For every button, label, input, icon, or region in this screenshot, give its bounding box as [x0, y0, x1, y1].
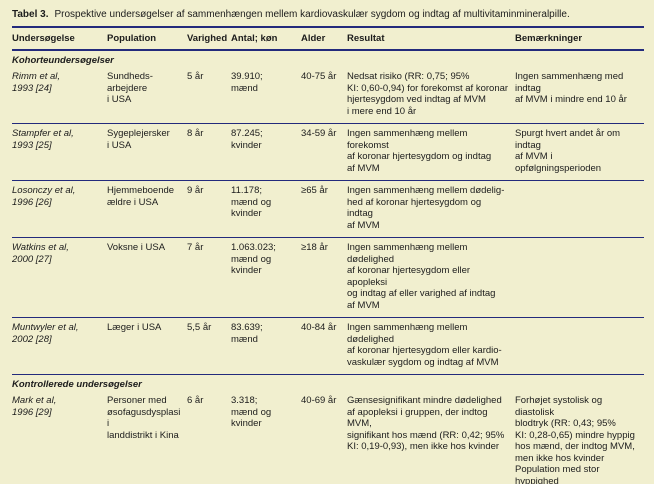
age-cell: 40-75 år [301, 71, 337, 82]
age-cell: ≥18 år [301, 242, 328, 253]
table-row: Stampfer et al, 1993 [25] Sygeplejersker … [12, 124, 644, 181]
study-cell: Losonczy et al, 1996 [26] [12, 185, 76, 208]
population-cell: Personer med øsofagusdysplasi i landdist… [107, 395, 181, 441]
remarks-cell: Spurgt hvert andet år om indtag af MVM i… [515, 128, 621, 174]
duration-cell: 8 år [187, 128, 204, 139]
duration-cell: 7 år [187, 242, 204, 253]
population-cell: Sundheds- arbejdere i USA [107, 71, 153, 105]
population-cell: Læger i USA [107, 322, 162, 333]
count-sex-cell: 3.318; mænd og kvinder [231, 395, 272, 429]
study-cell: Rimm et al, 1993 [24] [12, 71, 61, 94]
count-sex-cell: 39.910; mænd [231, 71, 263, 94]
table-header-row: Undersøgelse Population Varighed Antal; … [12, 28, 644, 49]
count-sex-cell: 11.178; mænd og kvinder [231, 185, 272, 219]
duration-cell: 5,5 år [187, 322, 212, 333]
study-cell: Muntwyler et al, 2002 [28] [12, 322, 79, 345]
duration-cell: 9 år [187, 185, 204, 196]
result-cell: Nedsat risiko (RR: 0,75; 95% KI: 0,60-0,… [347, 71, 509, 117]
remarks-cell: Forhøjet systolisk og diastolisk blodtry… [515, 395, 635, 484]
section-header: Kontrollerede undersøgelser [12, 379, 142, 390]
remarks-cell [515, 322, 644, 368]
rule-header-bottom [12, 49, 644, 51]
duration-cell: 5 år [187, 71, 204, 82]
population-cell: Sygeplejersker i USA [107, 128, 170, 151]
table-row: Mark et al, 1996 [29] Personer med øsofag… [12, 391, 644, 484]
result-cell: Ingen sammenhæng mellem dødelighed af ko… [347, 242, 496, 311]
table-row: Watkins et al, 2000 [27] Voksne i USA 7 år… [12, 238, 644, 318]
table-row: Muntwyler et al, 2002 [28] Læger i USA 5,5… [12, 318, 644, 375]
population-cell: Voksne i USA [107, 242, 166, 253]
duration-cell: 6 år [187, 395, 204, 406]
rule-top [12, 26, 644, 28]
column-header-resultat: Resultat [347, 33, 385, 44]
count-sex-cell: 87.245; kvinder [231, 128, 263, 151]
table-row: Rimm et al, 1993 [24] Sundheds- arbejdere… [12, 67, 644, 124]
column-header-undersogelse: Undersøgelse [12, 33, 75, 44]
result-cell: Ingen sammenhæng mellem dødelighed af ko… [347, 322, 502, 368]
age-cell: ≥65 år [301, 185, 328, 196]
age-cell: 34-59 år [301, 128, 337, 139]
study-cell: Stampfer et al, 1993 [25] [12, 128, 74, 151]
age-cell: 40-69 år [301, 395, 337, 406]
remarks-cell [515, 242, 644, 311]
section-header: Kohorteundersøgelser [12, 55, 114, 66]
age-cell: 40-84 år [301, 322, 337, 333]
remarks-cell [515, 185, 644, 231]
column-header-antal-kon: Antal; køn [231, 33, 278, 44]
column-header-alder: Alder [301, 33, 326, 44]
column-header-varighed: Varighed [187, 33, 228, 44]
table-number-label: Tabel 3. [12, 9, 49, 20]
result-cell: Ingen sammenhæng mellem forekomst af kor… [347, 128, 492, 174]
count-sex-cell: 1.063.023; mænd og kvinder [231, 242, 276, 276]
study-cell: Mark et al, 1996 [29] [12, 395, 57, 418]
population-cell: Hjemmeboende ældre i USA [107, 185, 175, 208]
table-title: Tabel 3. Prospektive undersøgelser af sam… [12, 8, 644, 26]
column-header-population: Population [107, 33, 157, 44]
table-row: Losonczy et al, 1996 [26] Hjemmeboende æl… [12, 181, 644, 238]
table-body: Kohorteundersøgelser Rimm et al, 1993 [24… [12, 51, 644, 484]
result-cell: Gænsesignifikant mindre dødelighed af ap… [347, 395, 505, 452]
remarks-cell: Ingen sammenhæng med indtag af MVM i min… [515, 71, 627, 105]
count-sex-cell: 83.639; mænd [231, 322, 263, 345]
study-cell: Watkins et al, 2000 [27] [12, 242, 69, 265]
result-cell: Ingen sammenhæng mellem dødelig- hed af … [347, 185, 505, 231]
column-header-bemaerkninger: Bemærkninger [515, 33, 583, 44]
table-caption-text: Prospektive undersøgelser af sammenhænge… [54, 9, 570, 20]
